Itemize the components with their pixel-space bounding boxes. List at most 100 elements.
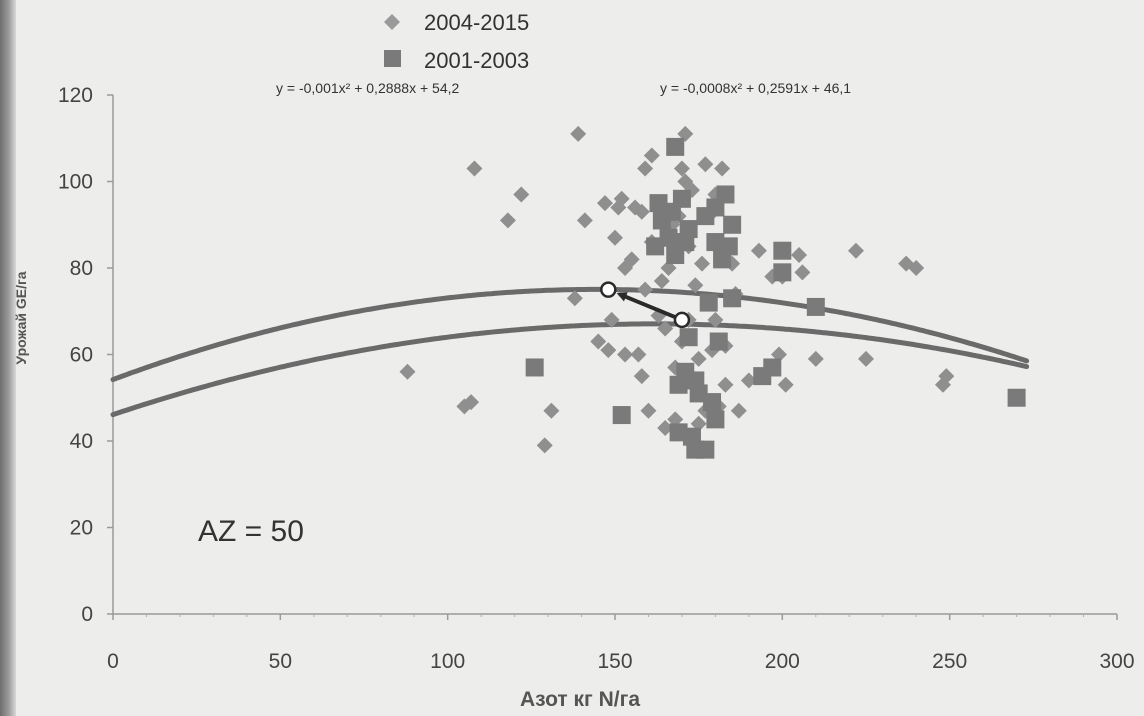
trendline-equation-2004-2015: y = -0,001x² + 0,2888x + 54,2 — [276, 80, 460, 96]
axis-ticks — [107, 94, 1118, 620]
x-tick-label: 0 — [107, 650, 119, 673]
point-diamond-2004-2015 — [633, 368, 650, 385]
point-diamond-2004-2015 — [596, 195, 613, 212]
point-diamond-2004-2015 — [938, 368, 955, 385]
point-square-2001-2003 — [763, 358, 782, 377]
point-diamond-2004-2015 — [499, 212, 516, 229]
trendlines — [110, 286, 1030, 418]
legend-marker-square — [384, 50, 401, 67]
point-square-2001-2003 — [612, 406, 631, 425]
x-tick-label: 300 — [1099, 650, 1134, 673]
az-annotation: AZ = 50 — [198, 515, 304, 548]
y-tick-label: 60 — [70, 344, 93, 367]
point-diamond-2004-2015 — [657, 420, 674, 437]
point-diamond-2004-2015 — [807, 350, 824, 367]
point-diamond-2004-2015 — [707, 311, 724, 328]
legend-label-2001-2003: 2001-2003 — [424, 48, 529, 73]
data-points — [399, 125, 1026, 459]
legend: 2004-2015 2001-2003 — [384, 10, 529, 73]
x-tick-label: 150 — [597, 650, 632, 673]
y-tick-label: 0 — [81, 603, 93, 626]
point-diamond-2004-2015 — [717, 376, 734, 393]
point-diamond-2004-2015 — [617, 346, 634, 363]
point-diamond-2004-2015 — [463, 394, 480, 411]
x-tick-label: 50 — [269, 650, 292, 673]
point-square-2001-2003 — [679, 328, 698, 347]
point-diamond-2004-2015 — [694, 255, 711, 272]
point-diamond-2004-2015 — [908, 260, 925, 276]
point-diamond-2004-2015 — [633, 203, 650, 220]
x-tick-label: 200 — [765, 650, 800, 673]
trendline-2004-2015 — [110, 286, 1030, 383]
point-diamond-2004-2015 — [643, 147, 660, 164]
point-square-2001-2003 — [699, 293, 718, 312]
point-square-2001-2003 — [525, 358, 544, 377]
point-diamond-2004-2015 — [637, 160, 654, 177]
point-diamond-2004-2015 — [750, 242, 767, 259]
point-diamond-2004-2015 — [513, 186, 530, 203]
optimum-point-2001-2003 — [673, 311, 691, 329]
optimum-markers — [600, 281, 691, 329]
point-square-2001-2003 — [672, 189, 691, 208]
point-diamond-2004-2015 — [777, 376, 794, 393]
point-square-2001-2003 — [706, 410, 725, 429]
point-diamond-2004-2015 — [791, 247, 808, 264]
point-diamond-2004-2015 — [687, 277, 704, 294]
point-square-2001-2003 — [806, 297, 825, 316]
point-diamond-2004-2015 — [657, 320, 674, 337]
point-square-2001-2003 — [703, 393, 722, 412]
point-diamond-2004-2015 — [623, 251, 640, 268]
point-diamond-2004-2015 — [637, 281, 654, 298]
point-square-2001-2003 — [723, 215, 742, 234]
point-diamond-2004-2015 — [794, 264, 811, 281]
point-diamond-2004-2015 — [543, 402, 560, 419]
point-square-2001-2003 — [709, 332, 728, 351]
scan-shadow-edge — [0, 0, 16, 716]
point-diamond-2004-2015 — [630, 346, 647, 363]
point-diamond-2004-2015 — [570, 125, 587, 142]
point-square-2001-2003 — [659, 228, 678, 247]
y-tick-label: 80 — [70, 257, 93, 280]
point-square-2001-2003 — [679, 220, 698, 239]
point-diamond-2004-2015 — [740, 372, 757, 389]
point-diamond-2004-2015 — [399, 363, 416, 380]
point-square-2001-2003 — [773, 241, 792, 260]
point-square-2001-2003 — [696, 440, 715, 459]
y-tick-label: 100 — [58, 171, 93, 194]
point-diamond-2004-2015 — [607, 229, 623, 246]
x-axis-label: Азот кг N/га — [520, 688, 640, 711]
x-tick-label: 250 — [932, 650, 967, 673]
trendline-equation-2001-2003: y = -0,0008x² + 0,2591x + 46,1 — [660, 80, 851, 96]
x-tick-label: 100 — [430, 650, 465, 673]
point-diamond-2004-2015 — [690, 350, 707, 367]
point-diamond-2004-2015 — [730, 402, 747, 419]
y-tick-labels: 0 20 40 60 80 100 120 — [58, 84, 93, 626]
y-tick-label: 40 — [70, 430, 93, 453]
y-tick-label: 120 — [58, 84, 93, 107]
x-tick-labels: 0 50 100 150 200 250 300 — [107, 650, 1134, 673]
y-tick-label: 20 — [70, 517, 93, 540]
point-diamond-2004-2015 — [697, 156, 714, 173]
point-diamond-2004-2015 — [847, 242, 864, 259]
point-square-2001-2003 — [1007, 388, 1026, 407]
legend-label-2004-2015: 2004-2015 — [424, 10, 529, 35]
point-diamond-2004-2015 — [466, 160, 483, 177]
point-diamond-2004-2015 — [600, 342, 617, 359]
point-diamond-2004-2015 — [640, 402, 657, 419]
point-square-2001-2003 — [719, 237, 738, 256]
point-diamond-2004-2015 — [653, 272, 670, 289]
point-diamond-2004-2015 — [673, 160, 690, 177]
point-diamond-2004-2015 — [714, 160, 731, 177]
point-diamond-2004-2015 — [603, 311, 620, 328]
point-diamond-2004-2015 — [566, 290, 583, 307]
point-square-2001-2003 — [716, 185, 735, 204]
point-diamond-2004-2015 — [576, 212, 593, 229]
y-axis-label: Урожай GE/га — [13, 271, 29, 364]
point-square-2001-2003 — [723, 289, 742, 308]
point-diamond-2004-2015 — [858, 350, 874, 367]
point-diamond-2004-2015 — [536, 437, 553, 454]
point-diamond-2004-2015 — [590, 333, 607, 350]
point-square-2001-2003 — [666, 137, 685, 156]
trendline-2001-2003 — [110, 321, 1030, 418]
